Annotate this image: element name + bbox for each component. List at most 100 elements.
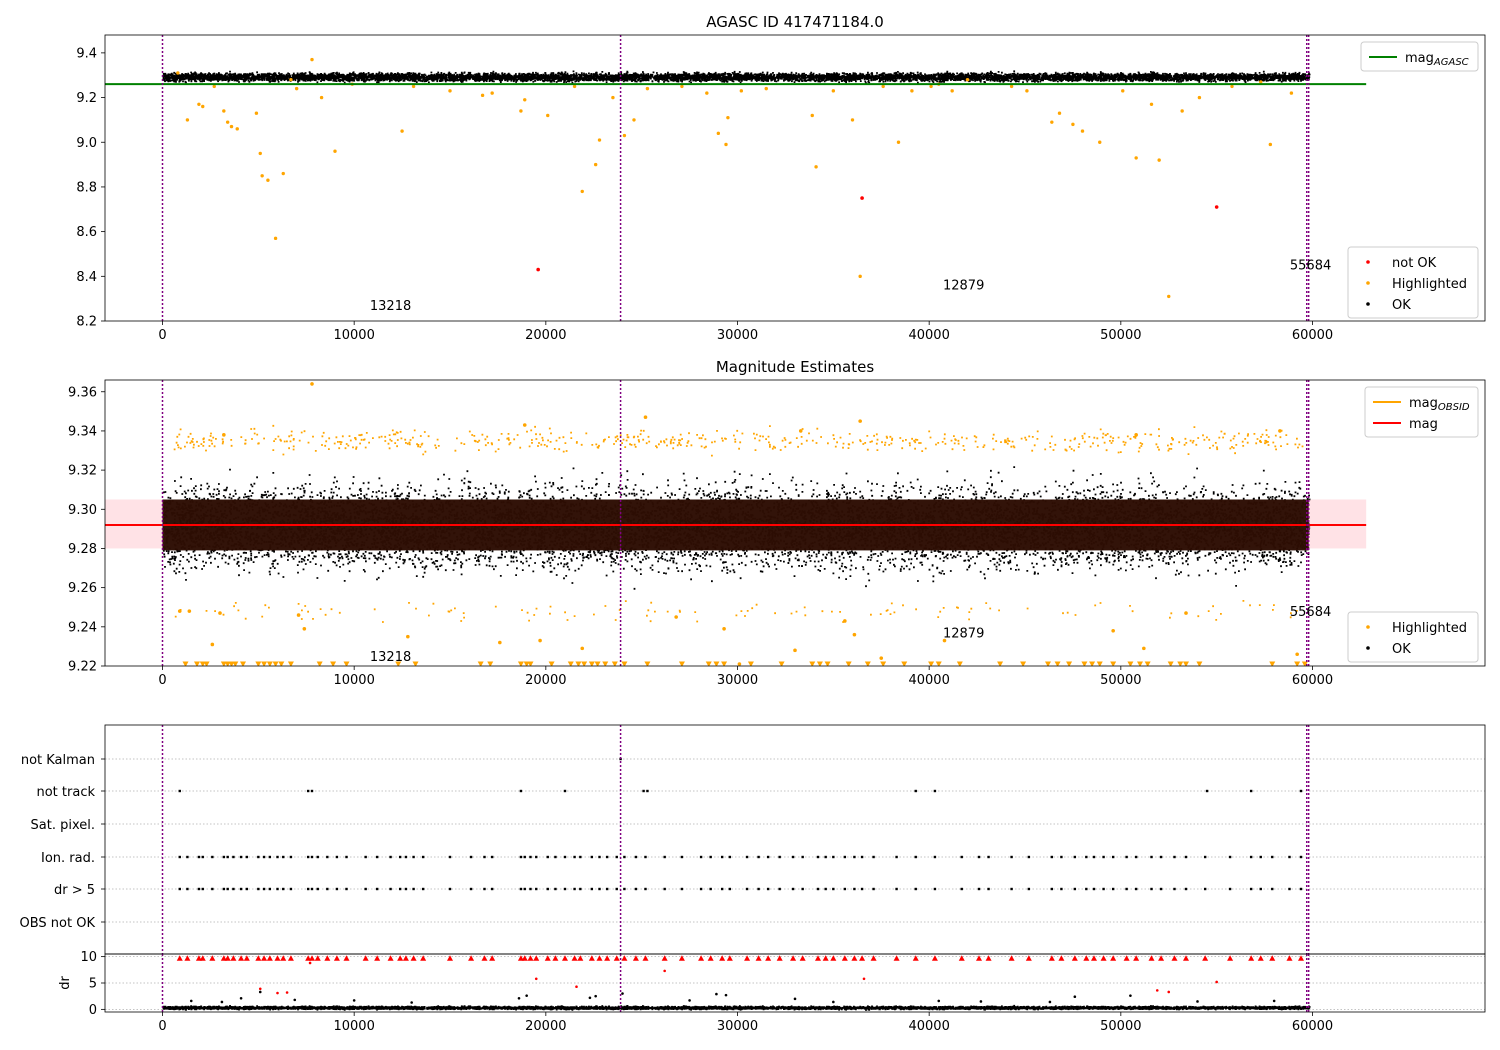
flag-point [644, 887, 647, 891]
flag-point [933, 887, 937, 891]
highlighted-point [1050, 120, 1054, 124]
flag-point [335, 855, 339, 859]
flag-point [598, 887, 601, 891]
highlighted-clipped-marker [278, 661, 285, 666]
flag-point [375, 855, 379, 859]
flag-point [345, 887, 348, 891]
flag-point [563, 855, 567, 859]
obsid-annotation: 55684 [1290, 605, 1331, 620]
flag-point [232, 887, 235, 891]
highlighted-point [294, 86, 299, 91]
flag-point [1010, 887, 1013, 891]
flag-point [1102, 855, 1105, 859]
flag-point [310, 887, 314, 891]
flag-point [186, 855, 189, 859]
dr-clipped-marker [314, 955, 321, 961]
dr-clipped-marker [209, 955, 216, 961]
dr-clipped-marker [776, 955, 783, 961]
dr-clipped-marker [1091, 955, 1097, 961]
highlighted-clipped-marker [621, 661, 628, 666]
highlighted-point [538, 638, 542, 643]
flag-point [469, 887, 473, 891]
panel-mag-estimates-xtick-label: 40000 [908, 673, 949, 688]
flag-point [960, 887, 963, 891]
dr-clipped-marker [374, 955, 381, 961]
highlighted-point [852, 632, 857, 637]
dr-clipped-marker [527, 955, 534, 961]
flag-point [563, 887, 567, 891]
highlighted-clipped-marker [1177, 661, 1184, 666]
flag-point [1249, 887, 1253, 891]
dr-ok-point [1073, 995, 1077, 999]
flag-point [757, 855, 760, 859]
flag-point [699, 855, 703, 859]
dr-clipped-marker [632, 955, 639, 961]
highlighted-point [1184, 611, 1188, 615]
dr-flagged-point [534, 977, 538, 981]
highlighted-point [448, 89, 452, 93]
dr-clipped-marker [481, 955, 488, 961]
highlighted-point [798, 429, 803, 433]
highlighted-clipped-marker [824, 661, 831, 666]
flag-point [412, 855, 415, 859]
flag-point [201, 855, 204, 859]
flag-point [914, 887, 917, 891]
dr-clipped-marker [274, 955, 281, 961]
highlighted-point [1167, 294, 1171, 299]
highlighted-point [942, 638, 947, 643]
panel-mag-estimates-xtick-label: 20000 [525, 673, 566, 688]
panel-dr-ytick-label: 5 [89, 977, 97, 992]
dr-clipped-marker [577, 955, 584, 961]
flag-point [766, 887, 770, 891]
dr-clipped-marker [1171, 955, 1178, 961]
flag-point [1073, 855, 1077, 859]
flag-point [590, 855, 594, 859]
flag-point [605, 887, 609, 891]
dr-clipped-marker [765, 955, 772, 961]
highlighted-clipped-marker [1110, 661, 1117, 666]
flag-point [634, 855, 638, 859]
panel-mag-estimates-lower-legend-label: Highlighted [1392, 621, 1467, 636]
flag-point [268, 855, 272, 859]
obsid-annotation: 12879 [943, 627, 984, 642]
highlighted-clipped-marker [567, 661, 574, 666]
flag-point [1203, 855, 1207, 859]
dr-flagged-point [575, 985, 578, 988]
highlighted-point [302, 626, 307, 631]
highlighted-point [716, 131, 721, 136]
flag-point [546, 855, 549, 859]
panel-agasc-ytick-label: 9.4 [76, 46, 97, 61]
highlighted-point [310, 57, 314, 62]
flag-point [1184, 887, 1188, 891]
flag-point [646, 789, 649, 793]
flag-point [306, 887, 310, 891]
highlighted-point [929, 84, 933, 89]
highlighted-point [1111, 628, 1115, 633]
dr-clipped-marker [184, 955, 191, 961]
flag-point [364, 855, 367, 859]
panel-mag-estimates-lower-legend-marker [1366, 646, 1370, 650]
highlighted-clipped-marker [548, 661, 555, 666]
flag-point [1288, 887, 1291, 891]
dr-clipped-marker [707, 955, 714, 961]
flag-point [895, 887, 898, 891]
dr-ok-point [1272, 999, 1276, 1003]
obsid-annotation: 13218 [370, 299, 411, 314]
dr-clipped-marker [613, 955, 620, 961]
flag-point [1205, 789, 1209, 793]
flag-point [720, 887, 724, 891]
flag-point [598, 855, 601, 859]
flag-point [389, 887, 392, 891]
flag-point [483, 887, 486, 891]
dr-ok-point [1196, 1000, 1199, 1003]
flag-point [605, 855, 609, 859]
flag-point [421, 887, 425, 891]
flag-point [226, 855, 229, 859]
flag-point [1228, 855, 1232, 859]
dr-clipped-marker [195, 955, 202, 961]
dr-clipped-marker [1227, 955, 1234, 961]
flag-point [398, 855, 402, 859]
panel-mag-estimates-upper-legend-subscript: OBSID [1438, 402, 1470, 413]
highlighted-clipped-marker [1081, 661, 1088, 666]
flag-point [832, 855, 835, 859]
